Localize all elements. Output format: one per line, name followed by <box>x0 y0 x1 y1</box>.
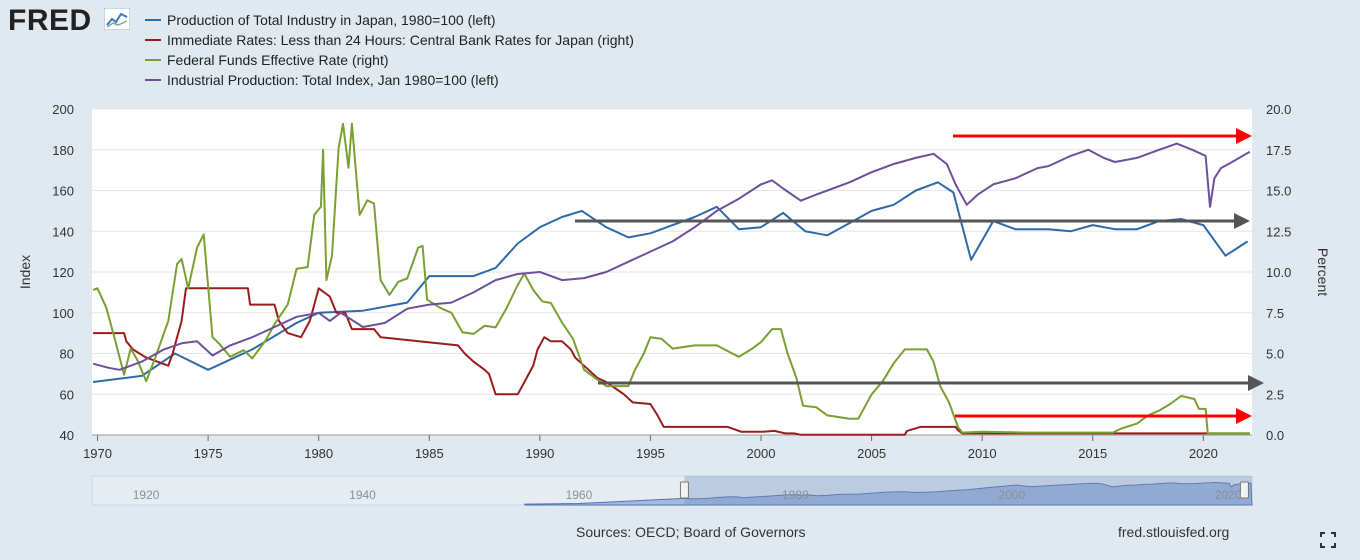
y-right-tick-label: 12.5 <box>1266 224 1291 239</box>
navigator-tick-label: 1980 <box>782 488 809 502</box>
series-line-1 <box>92 181 1249 383</box>
navigator-tick-label: 1960 <box>566 488 593 502</box>
y-right-tick-label: 20.0 <box>1266 102 1291 117</box>
navigator-handle-right[interactable] <box>1239 481 1249 499</box>
legend-label: Industrial Production: Total Index, Jan … <box>167 72 499 88</box>
y-right-tick-label: 7.5 <box>1266 306 1284 321</box>
legend-swatch <box>145 19 161 21</box>
sources-text: Sources: OECD; Board of Governors <box>576 524 806 540</box>
x-tick-label: 1980 <box>304 446 333 461</box>
y-left-tick-label: 120 <box>52 265 74 280</box>
x-tick-label: 2015 <box>1078 446 1107 461</box>
x-tick-label: 2010 <box>968 446 997 461</box>
legend-item[interactable]: Federal Funds Effective Rate (right) <box>145 50 634 70</box>
legend-item[interactable]: Immediate Rates: Less than 24 Hours: Cen… <box>145 30 634 50</box>
legend-swatch <box>145 39 161 41</box>
navigator-selection <box>684 476 1252 505</box>
y-left-tick-label: 40 <box>60 428 74 443</box>
navigator-tick-label: 2020 <box>1215 488 1242 502</box>
legend-item[interactable]: Production of Total Industry in Japan, 1… <box>145 10 634 30</box>
x-tick-label: 2020 <box>1189 446 1218 461</box>
y-left-tick-label: 180 <box>52 143 74 158</box>
navigator-tick-label: 2000 <box>998 488 1025 502</box>
x-tick-label: 2005 <box>857 446 886 461</box>
y-right-tick-label: 0.0 <box>1266 428 1284 443</box>
fred-logo[interactable]: FRED <box>8 4 92 37</box>
navigator-tick-label: 1940 <box>349 488 376 502</box>
y-right-tick-label: 2.5 <box>1266 387 1284 402</box>
legend-label: Immediate Rates: Less than 24 Hours: Cen… <box>167 32 634 48</box>
y-right-axis-title: Percent <box>1315 248 1331 296</box>
navigator-tick-label: 1920 <box>133 488 160 502</box>
series-line-2 <box>93 287 1250 436</box>
fred-graph-icon <box>104 8 130 30</box>
chart-legend: Production of Total Industry in Japan, 1… <box>145 10 634 90</box>
fullscreen-icon[interactable] <box>1320 532 1336 548</box>
site-link[interactable]: fred.stlouisfed.org <box>1118 524 1230 540</box>
y-right-tick-label: 15.0 <box>1266 184 1291 199</box>
y-left-tick-label: 200 <box>52 102 74 117</box>
x-tick-label: 1970 <box>83 446 112 461</box>
navigator-series-area <box>524 481 1253 506</box>
y-right-tick-label: 10.0 <box>1266 265 1291 280</box>
y-left-tick-label: 160 <box>52 184 74 199</box>
y-right-tick-label: 17.5 <box>1266 143 1291 158</box>
x-tick-label: 1985 <box>415 446 444 461</box>
legend-swatch <box>145 79 161 81</box>
y-left-tick-label: 100 <box>52 306 74 321</box>
y-left-axis-title: Index <box>17 255 33 289</box>
y-right-tick-label: 5.0 <box>1266 347 1284 362</box>
x-tick-label: 1995 <box>636 446 665 461</box>
legend-label: Federal Funds Effective Rate (right) <box>167 52 389 68</box>
y-left-tick-label: 140 <box>52 224 74 239</box>
legend-swatch <box>145 59 161 61</box>
x-tick-label: 1975 <box>194 446 223 461</box>
navigator-handle-left[interactable] <box>679 481 689 499</box>
y-left-tick-label: 60 <box>60 387 74 402</box>
series-line-4 <box>92 142 1251 371</box>
legend-item[interactable]: Industrial Production: Total Index, Jan … <box>145 70 634 90</box>
legend-label: Production of Total Industry in Japan, 1… <box>167 12 496 28</box>
x-tick-label: 2000 <box>747 446 776 461</box>
y-left-tick-label: 80 <box>60 347 74 362</box>
x-tick-label: 1990 <box>525 446 554 461</box>
series-line-3 <box>92 122 1250 435</box>
